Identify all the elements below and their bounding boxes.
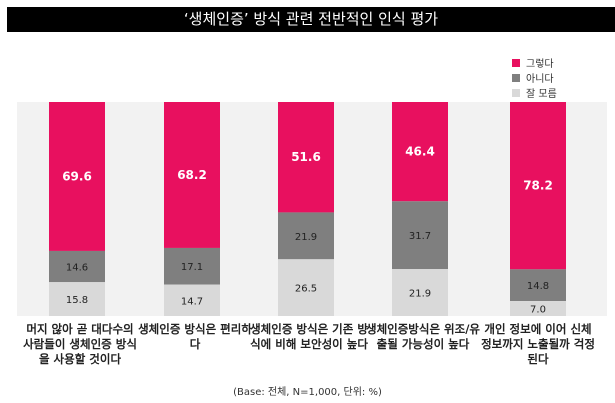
bar-segment-yes	[49, 102, 105, 251]
data-label-yes: 69.6	[62, 169, 92, 183]
data-label-no: 31.7	[409, 231, 431, 242]
bar-segment-no	[510, 269, 566, 302]
category-label: 개인 정보에 이어 신체 정보까지 노출될까 걱정된다	[481, 322, 595, 366]
data-label-unknown: 26.5	[295, 284, 317, 295]
legend-item-no: 아니다	[512, 70, 557, 85]
data-label-yes: 68.2	[177, 168, 207, 182]
bar-segment-unknown	[49, 282, 105, 316]
bar-segment-yes	[392, 102, 448, 202]
bar-segment-unknown	[164, 284, 220, 316]
legend-item-yes: 그렇다	[512, 55, 557, 70]
legend-label: 그렇다	[526, 59, 554, 70]
legend-swatch	[512, 58, 520, 67]
data-label-unknown: 14.7	[181, 296, 203, 307]
bars-svg: 69.6 14.6 15.8 68.2 17.1 14.7 51.6 21.9 26.5 46.4…	[49, 102, 566, 316]
category-label: 생체인증방식은 위조/유출될 가능성이 높다	[365, 322, 480, 351]
bar-segment-no	[164, 247, 220, 285]
legend-label: 아니다	[526, 74, 554, 85]
category-label: 머지 않아 곧 대다수의 사람들이 생체인증 방식을 사용할 것이다	[23, 322, 137, 366]
bar-segment-unknown	[392, 269, 448, 316]
bar-segment-yes	[510, 102, 566, 270]
base-note: (Base: 전체, N=1,000, 단위: %)	[233, 387, 382, 398]
bar-segment-unknown	[278, 259, 334, 316]
category-label: 생체인증 방식은 편리하다	[138, 322, 252, 351]
bar-segment-yes	[278, 102, 334, 213]
bar-segment-no	[278, 212, 334, 260]
data-label-unknown: 21.9	[409, 289, 431, 300]
data-label-no: 14.6	[66, 263, 88, 274]
legend-swatch	[512, 88, 520, 97]
legend: 그렇다 아니다 잘 모름	[512, 55, 557, 100]
category-label: 생체인증 방식은 기존 방식에 비해 보안성이 높다	[250, 322, 368, 351]
chart-title: ‘생체인증’ 방식 관련 전반적인 인식 평가	[7, 7, 615, 32]
bar-segment-no	[49, 250, 105, 283]
legend-swatch	[512, 73, 520, 82]
bar-segment-no	[392, 201, 448, 270]
data-label-no: 17.1	[181, 262, 203, 273]
bar-segment-unknown	[510, 301, 566, 316]
bar-segment-yes	[164, 102, 220, 248]
data-label-no: 14.8	[527, 281, 549, 292]
data-label-yes: 78.2	[523, 179, 553, 193]
data-label-unknown: 15.8	[66, 295, 88, 306]
legend-item-unknown: 잘 모름	[512, 85, 557, 100]
data-label-yes: 51.6	[291, 150, 321, 164]
data-label-unknown: 7.0	[530, 305, 546, 316]
plot-area: 69.6 14.6 15.8 68.2 17.1 14.7 51.6 21.9 26.5 46.4…	[17, 102, 607, 316]
data-label-yes: 46.4	[405, 145, 435, 159]
legend-label: 잘 모름	[526, 89, 557, 100]
data-label-no: 21.9	[295, 232, 317, 243]
